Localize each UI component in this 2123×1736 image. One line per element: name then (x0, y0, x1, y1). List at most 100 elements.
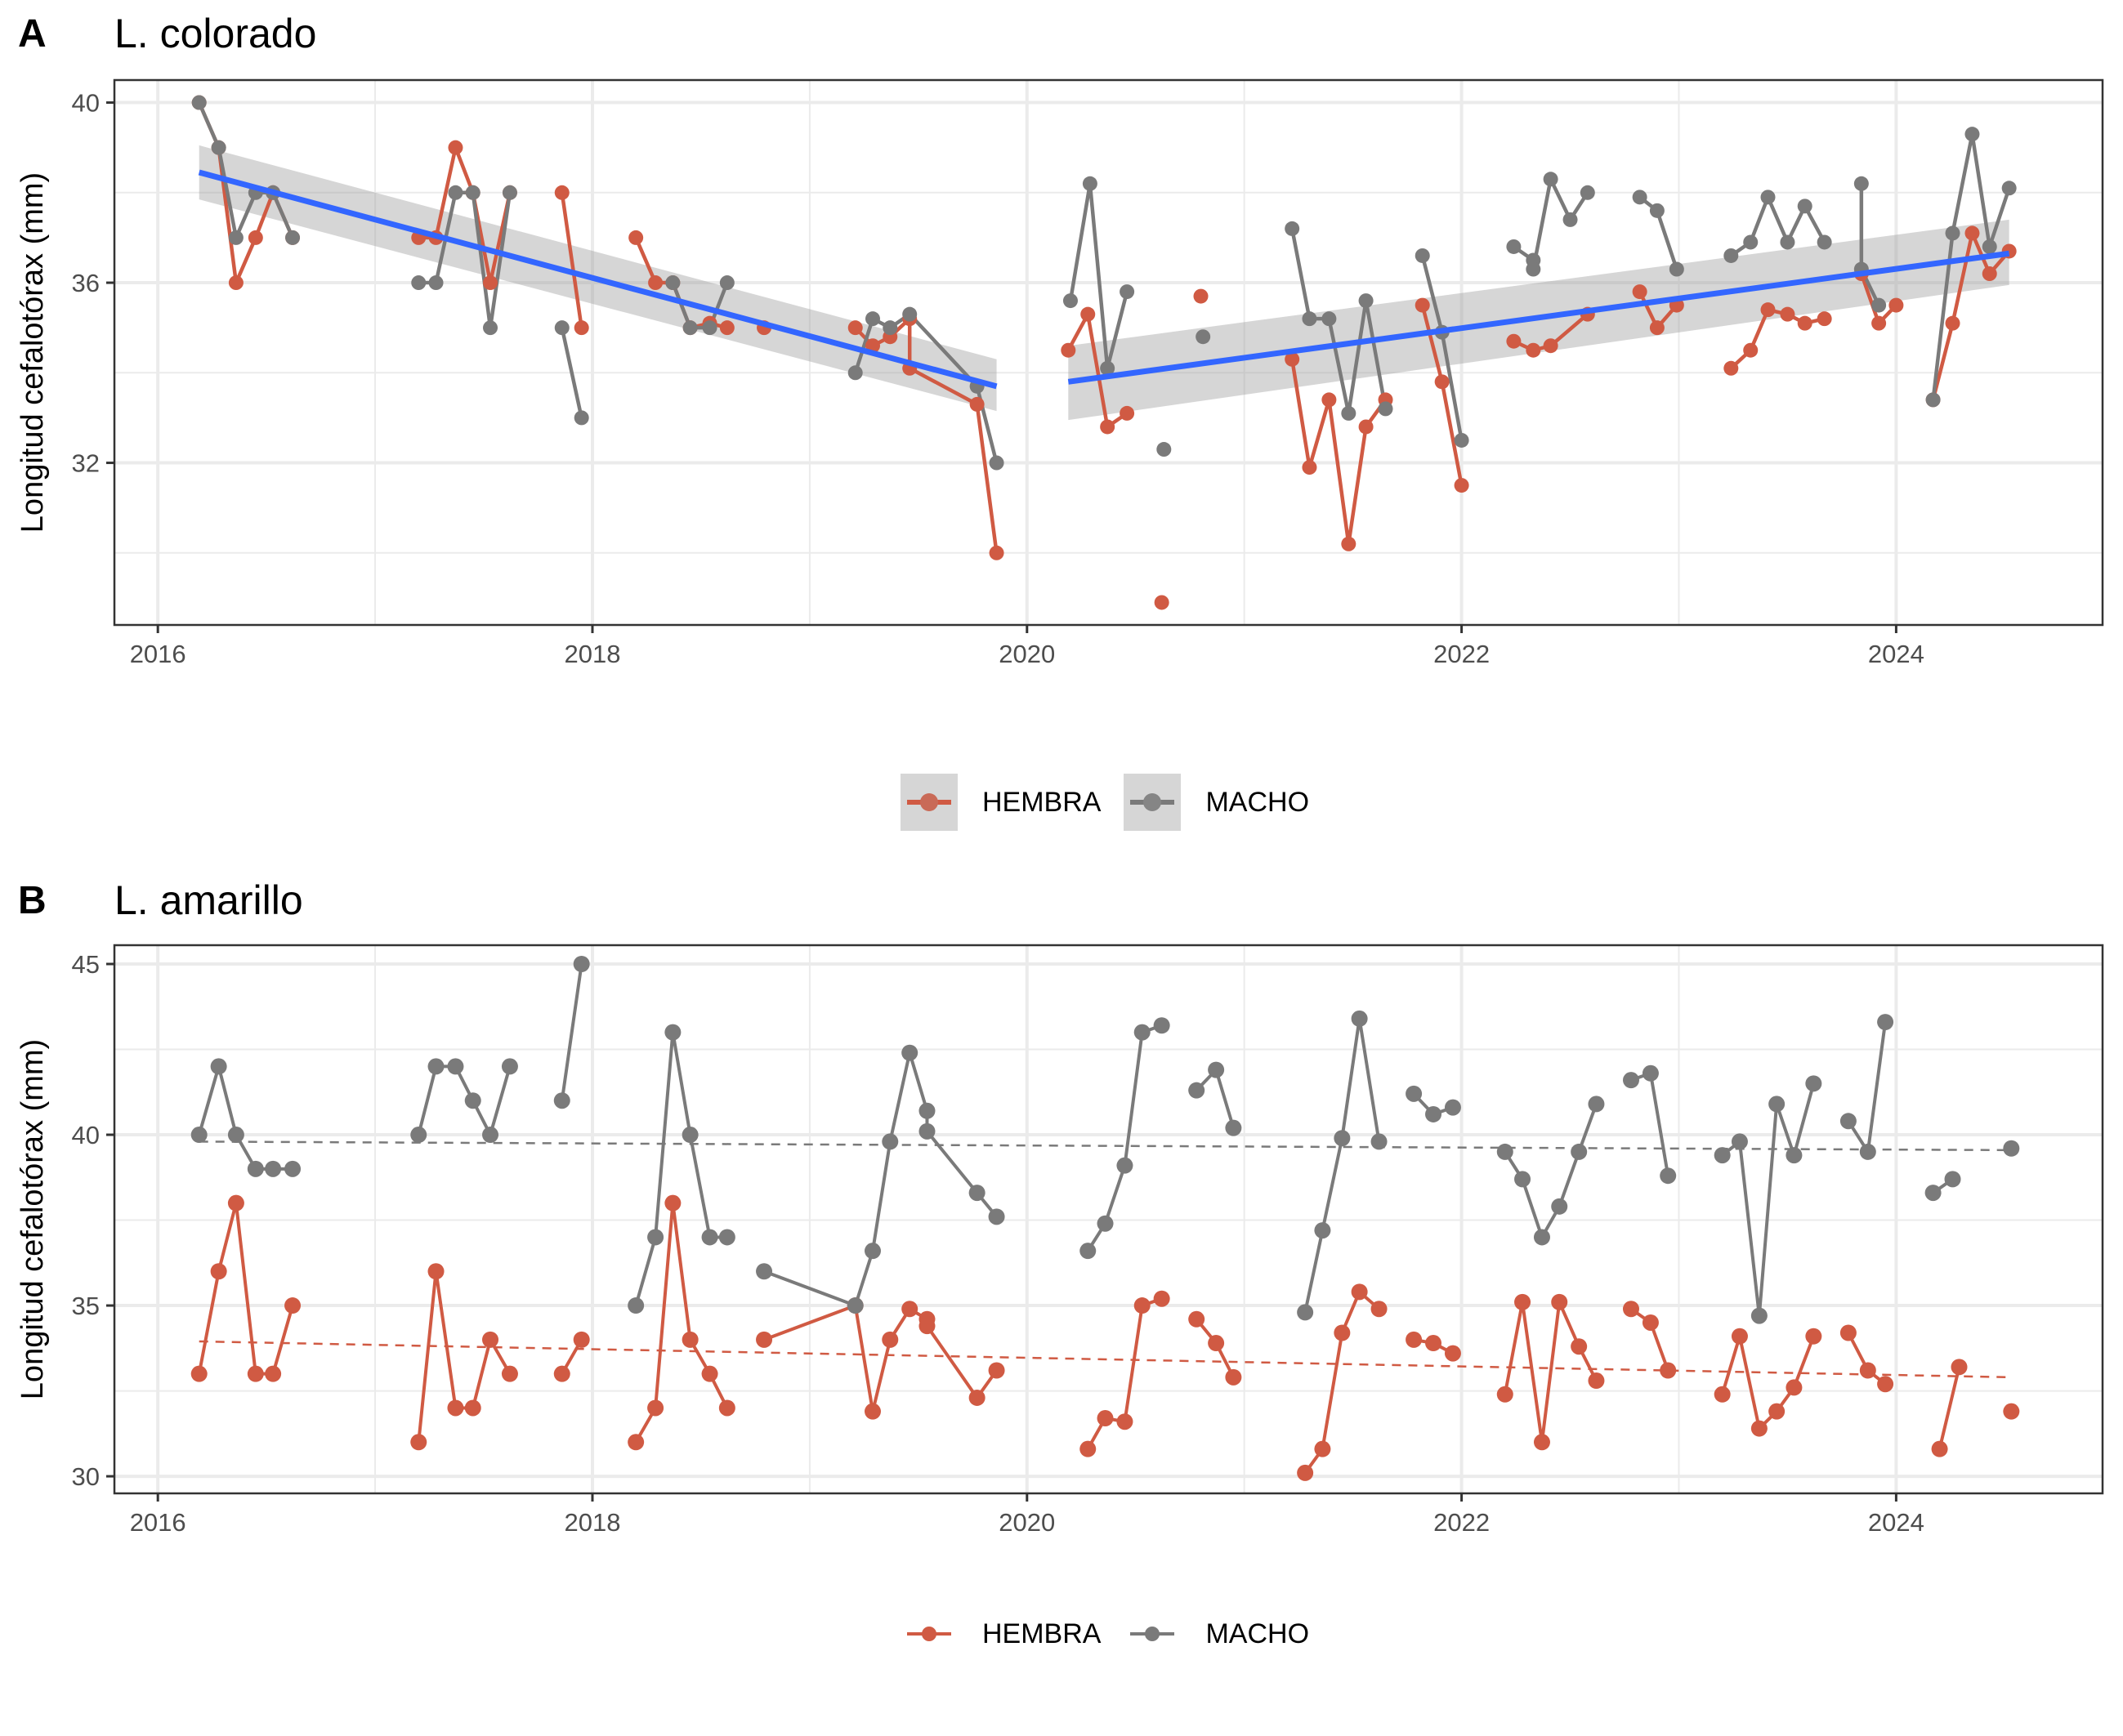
panel-b-point-macho (2003, 1140, 2020, 1157)
panel-a-point-macho (411, 275, 427, 291)
panel-b-y-tick-label: 40 (72, 1121, 100, 1149)
panel-a-point-macho (1358, 293, 1374, 309)
panel-a-point-hembra (1321, 392, 1337, 408)
panel-a-point-hembra (228, 275, 244, 291)
panel-b-point-hembra (628, 1434, 645, 1451)
panel-b-point-hembra (1079, 1440, 1097, 1457)
panel-a-point-hembra (554, 185, 570, 200)
panel-b-y-axis-label: Longitud cefalotórax (mm) (16, 1039, 50, 1399)
panel-b-x-tick-label: 2020 (999, 1508, 1055, 1537)
panel-b-point-macho (1660, 1167, 1677, 1185)
panel-a-point-hembra (1817, 311, 1832, 327)
panel-a-point-hembra (1358, 419, 1374, 435)
panel-a-line-hembra (560, 192, 583, 328)
legend-key-hembra (901, 774, 958, 831)
panel-a-point-macho (2001, 181, 2017, 196)
panel-b-point-hembra (664, 1194, 682, 1212)
panel-a-point-macho (1120, 284, 1135, 300)
panel-a-point-macho (285, 230, 301, 245)
panel-a-point-hembra (1743, 342, 1759, 358)
panel-a-point-macho (1632, 190, 1647, 205)
legend-point-macho-b (1145, 1627, 1160, 1641)
panel-b-title: L. amarillo (114, 877, 303, 923)
panel-a-point-macho (883, 320, 898, 336)
panel-a-point-macho (902, 306, 918, 322)
panel-b-point-macho (1208, 1061, 1225, 1078)
panel-a-point-macho (502, 185, 517, 200)
panel-a-point-macho (1853, 176, 1869, 191)
panel-b-point-macho (482, 1127, 499, 1144)
panel-b-point-hembra (447, 1399, 464, 1417)
panel-b-point-hembra (882, 1331, 899, 1348)
panel-b-legend: HEMBRA MACHO (901, 1605, 1332, 1662)
panel-a-point-macho (1871, 297, 1887, 313)
panel-a-point-hembra (1341, 536, 1356, 551)
panel-b-point-macho (718, 1229, 735, 1246)
panel-b-point-macho (988, 1208, 1005, 1225)
panel-a-point-macho (1082, 176, 1097, 191)
legend-key-macho (1124, 774, 1182, 831)
panel-a-point-hembra (1797, 315, 1812, 331)
panel-a-point-macho (448, 185, 463, 200)
panel-b-point-macho (464, 1092, 481, 1109)
panel-a-point-macho (1506, 239, 1522, 254)
panel-b-point-macho (847, 1297, 864, 1314)
panel-a-line-hembra (1066, 312, 1129, 429)
panel-a-point-macho (1945, 225, 1960, 241)
panel-b-point-hembra (701, 1365, 718, 1382)
panel-a-point-hembra (969, 396, 985, 412)
panel-b-point-macho (284, 1160, 302, 1177)
legend-point-hembra-b (922, 1627, 936, 1641)
panel-a-point-macho (1580, 185, 1595, 200)
panel-a-x-tick-label: 2020 (999, 640, 1055, 668)
panel-a-point-macho (574, 410, 589, 426)
panel-b-tag: B (18, 879, 47, 922)
panel-b-point-hembra (1351, 1283, 1368, 1301)
panel-b-point-hembra (1805, 1328, 1822, 1345)
panel-b-point-macho (210, 1058, 227, 1075)
panel-b-point-hembra (553, 1365, 570, 1382)
panel-a-point-macho (1669, 261, 1684, 277)
panel-b-point-macho (918, 1122, 936, 1140)
panel-a-point-macho (191, 95, 207, 110)
panel-a-point-macho (228, 230, 244, 245)
panel-a-point-hembra (847, 320, 863, 336)
panel-b-point-macho (1314, 1222, 1331, 1239)
panel-b-point-macho (1731, 1133, 1748, 1150)
panel-b-point-macho (190, 1127, 208, 1144)
panel-b-point-hembra (1444, 1345, 1461, 1362)
panel-b-point-macho (1714, 1147, 1731, 1164)
panel-a-x-tick-label: 2024 (1868, 640, 1924, 668)
panel-a-point-macho (428, 275, 444, 291)
panel-a-point-hembra (1723, 360, 1739, 376)
panel-a-point-hembra (1415, 297, 1430, 313)
panel-b-point-macho (1351, 1010, 1368, 1027)
legend-item-hembra-b: HEMBRA (901, 1605, 1101, 1662)
panel-a-point-hembra (1302, 460, 1317, 475)
panel-b-point-hembra (901, 1301, 918, 1318)
panel-b-point-hembra (190, 1365, 208, 1382)
panel-b-point-macho (1116, 1157, 1133, 1174)
panel-b-point-hembra (427, 1263, 445, 1280)
panel-b-point-macho (756, 1263, 773, 1280)
panel-b-point-macho (447, 1058, 464, 1075)
panel-a-legend: HEMBRA MACHO (901, 774, 1332, 831)
panel-a-point-macho (865, 311, 880, 327)
panel-a-point-macho (1743, 234, 1759, 250)
panel-b-point-hembra (1514, 1293, 1531, 1310)
panel-a-point-macho (682, 320, 698, 336)
panel-a-point-hembra (719, 320, 735, 336)
panel-a-point-hembra (1193, 288, 1209, 304)
panel-a-panel-border (113, 78, 2104, 627)
legend-point-macho (1143, 793, 1162, 811)
panel-b-point-macho (1944, 1171, 1961, 1188)
panel-b-point-hembra (1153, 1290, 1170, 1307)
panel-a-point-macho (465, 185, 480, 200)
panel-b-point-hembra (1370, 1301, 1388, 1318)
panel-a-x-tick-label: 2016 (130, 640, 186, 668)
panel-a-line-hembra (1513, 312, 1589, 352)
panel-b-x-tick-label: 2024 (1868, 1508, 1924, 1537)
panel-a-point-macho (989, 455, 1004, 471)
panel-b-point-macho (1153, 1017, 1170, 1034)
